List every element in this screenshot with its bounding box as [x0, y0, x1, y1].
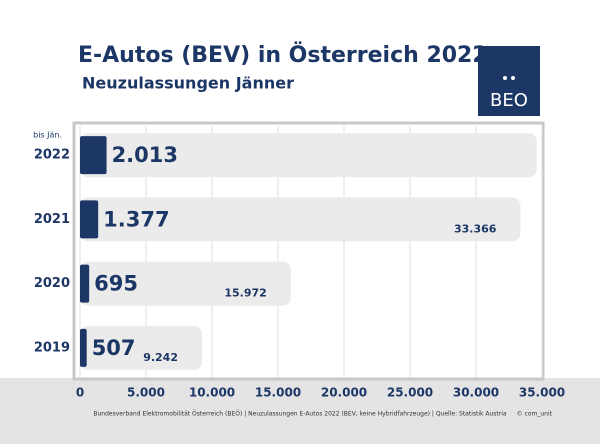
x-tick-label: 20.000 — [321, 386, 367, 400]
x-tick-label: 0 — [76, 386, 84, 400]
bar — [80, 325, 202, 370]
logo-dot — [511, 76, 515, 80]
value-label: 33.366 — [454, 222, 497, 235]
footer-band — [0, 378, 600, 444]
chart-subtitle: Neuzulassungen Jänner — [82, 74, 294, 93]
logo-box — [478, 46, 540, 116]
logo-dot — [503, 76, 507, 80]
bar — [80, 264, 90, 303]
bar — [80, 197, 521, 242]
value-label: 507 — [92, 336, 136, 360]
x-tick-label: 35.000 — [519, 386, 565, 400]
x-tick-label: 25.000 — [387, 386, 433, 400]
value-label: 9.242 — [143, 351, 178, 364]
logo: BEO — [478, 46, 540, 116]
y-tick-label: 2019 — [34, 340, 70, 355]
footer-source: Bundesverband Elektromobilität Österreic… — [93, 411, 507, 418]
bar — [80, 133, 537, 178]
y-tick-label: 2020 — [34, 276, 70, 291]
chart-title: E-Autos (BEV) in Österreich 2022 — [78, 42, 488, 68]
bar — [80, 328, 87, 367]
footer-credit: © com_unit — [517, 411, 553, 418]
x-tick-label: 30.000 — [453, 386, 499, 400]
bar — [80, 261, 291, 306]
bar — [80, 200, 99, 239]
y-tick-label: 2021 — [34, 212, 70, 227]
value-label: 15.972 — [224, 287, 266, 300]
value-label: 2.013 — [112, 143, 178, 167]
logo-text: BEO — [490, 90, 528, 111]
x-tick-label: 10.000 — [189, 386, 235, 400]
x-tick-label: 15.000 — [255, 386, 301, 400]
value-label: 695 — [94, 272, 138, 296]
y-tick-label: 2022 — [34, 148, 70, 163]
annotation: bis Jän. — [33, 131, 62, 140]
value-label: 1.377 — [103, 207, 169, 231]
x-tick-label: 5.000 — [127, 386, 165, 400]
bar — [80, 136, 107, 175]
